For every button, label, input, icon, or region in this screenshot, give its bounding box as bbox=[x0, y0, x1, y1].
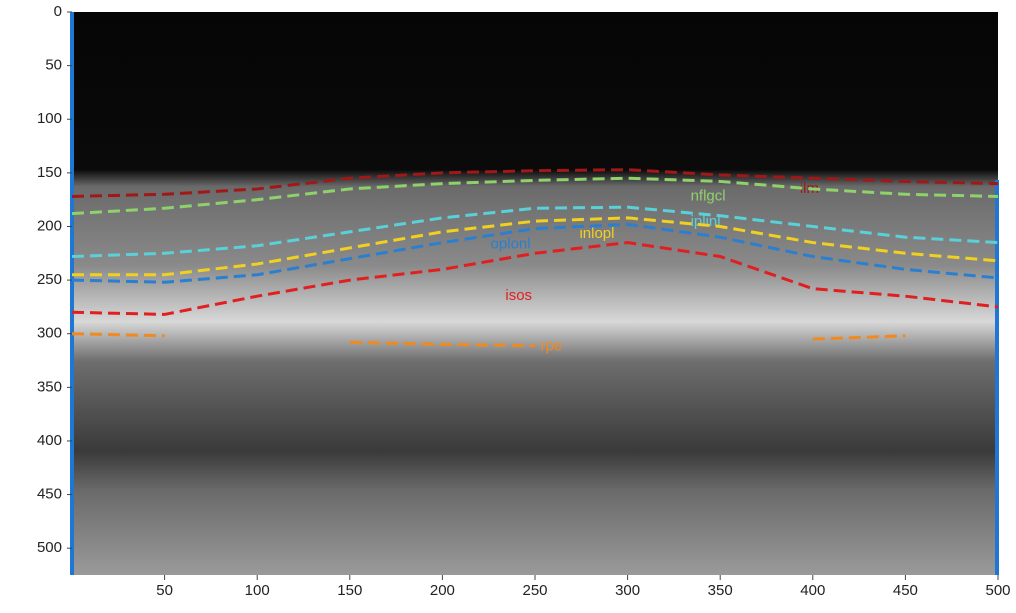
y-tick-label: 50 bbox=[45, 57, 62, 74]
x-tick-label: 400 bbox=[800, 582, 825, 599]
layer-label: isos bbox=[505, 287, 532, 304]
y-tick-label: 100 bbox=[37, 110, 62, 127]
x-tick-label: 250 bbox=[522, 582, 547, 599]
y-tick-label: 400 bbox=[37, 432, 62, 449]
layer-label: rpe bbox=[541, 338, 563, 355]
x-tick-label: 200 bbox=[430, 582, 455, 599]
y-tick-label: 300 bbox=[37, 325, 62, 342]
layer-label: inlopl bbox=[579, 225, 614, 242]
x-tick-label: 300 bbox=[615, 582, 640, 599]
x-tick-label: 50 bbox=[156, 582, 173, 599]
y-tick-label: 200 bbox=[37, 217, 62, 234]
layer-label: iplinl bbox=[691, 213, 721, 230]
y-tick-label: 450 bbox=[37, 486, 62, 503]
y-tick-label: 500 bbox=[37, 539, 62, 556]
x-tick-label: 500 bbox=[985, 582, 1010, 599]
y-tick-label: 250 bbox=[37, 271, 62, 288]
x-tick-label: 150 bbox=[337, 582, 362, 599]
layer-label: oplonl bbox=[491, 236, 531, 253]
y-tick-label: 350 bbox=[37, 378, 62, 395]
x-tick-label: 450 bbox=[893, 582, 918, 599]
y-tick-label: 0 bbox=[54, 3, 62, 20]
layer-label: nflgcl bbox=[691, 187, 726, 204]
y-tick-label: 150 bbox=[37, 164, 62, 181]
chart: 0 50 100 150 200 250 300 350 400 450 500 50 100 150 20… bbox=[0, 0, 1016, 608]
x-tick-label: 350 bbox=[708, 582, 733, 599]
x-tick-label: 100 bbox=[245, 582, 270, 599]
